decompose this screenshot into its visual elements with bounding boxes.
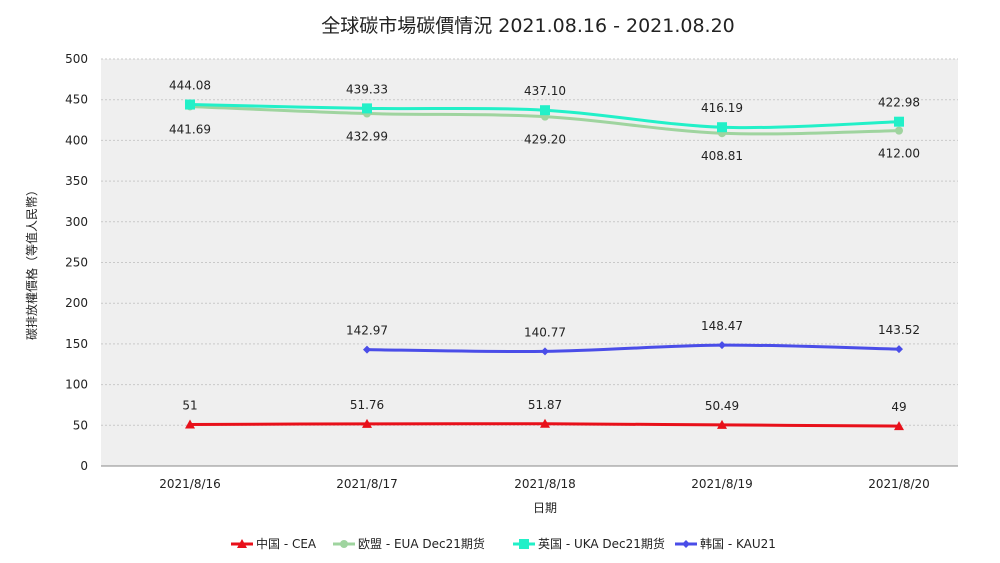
series-markers <box>185 99 904 431</box>
x-tick-label: 2021/8/20 <box>868 477 930 491</box>
y-tick-label: 400 <box>65 133 88 147</box>
legend-marker <box>519 539 529 549</box>
data-label: 49 <box>891 400 906 414</box>
data-label: 51.87 <box>528 398 562 412</box>
x-tick-label: 2021/8/17 <box>336 477 398 491</box>
data-point <box>895 126 903 135</box>
data-label: 437.10 <box>524 84 566 98</box>
data-label: 143.52 <box>878 323 920 337</box>
legend-label: 欧盟 - EUA Dec21期货 <box>358 536 485 551</box>
x-axis: 2021/8/16 2021/8/17 2021/8/18 2021/8/19 2021… <box>101 465 958 491</box>
data-point <box>541 347 549 356</box>
data-label: 439.33 <box>346 82 388 96</box>
x-axis-title: 日期 <box>533 501 557 515</box>
x-tick-label: 2021/8/16 <box>159 477 221 491</box>
legend-label: 中国 - CEA <box>256 536 317 551</box>
chart-title: 全球碳市場碳價情況 2021.08.16 - 2021.08.20 <box>321 15 735 37</box>
data-point <box>894 421 904 431</box>
data-point <box>540 418 550 428</box>
data-point <box>362 103 372 114</box>
y-tick-label: 0 <box>80 459 88 473</box>
data-label: 429.20 <box>524 133 566 147</box>
data-label: 412.00 <box>878 147 920 161</box>
data-point <box>895 345 903 354</box>
y-axis: 0 50 100 150 200 250 300 350 400 450 500 <box>65 52 88 473</box>
data-point <box>185 99 195 110</box>
y-tick-label: 500 <box>65 52 88 66</box>
data-point <box>717 419 727 429</box>
legend: 中国 - CEA 欧盟 - EUA Dec21期货 英国 - UKA Dec21期货… <box>231 536 776 551</box>
data-point <box>185 419 195 429</box>
data-label: 416.19 <box>701 101 743 115</box>
data-label: 432.99 <box>346 130 388 144</box>
data-label: 422.98 <box>878 96 920 110</box>
series-line <box>366 343 900 354</box>
data-point <box>718 341 726 350</box>
grid-lines <box>101 58 958 426</box>
data-point <box>894 116 904 127</box>
y-tick-label: 50 <box>73 418 88 432</box>
data-labels: 51 51.76 51.87 50.49 49 441.69 432.99 429.20 408… <box>169 79 920 415</box>
data-point <box>717 122 727 133</box>
data-point <box>363 345 371 354</box>
y-tick-label: 450 <box>65 93 88 107</box>
data-point <box>362 418 372 428</box>
data-label: 444.08 <box>169 79 211 93</box>
y-tick-label: 250 <box>65 256 88 270</box>
x-tick-label: 2021/8/18 <box>514 477 576 491</box>
y-axis-title: 碳排放權價格（等值人民幣） <box>24 184 39 340</box>
y-tick-label: 200 <box>65 296 88 310</box>
data-label: 142.97 <box>346 324 388 338</box>
data-label: 408.81 <box>701 149 743 163</box>
x-tick-label: 2021/8/19 <box>691 477 753 491</box>
legend-marker <box>340 540 348 548</box>
data-label: 148.47 <box>701 319 743 333</box>
y-tick-label: 150 <box>65 337 88 351</box>
legend-marker <box>682 540 690 548</box>
data-label: 51.76 <box>350 398 384 412</box>
legend-label: 韩国 - KAU21 <box>700 536 776 551</box>
data-label: 140.77 <box>524 325 566 339</box>
data-label: 51 <box>182 398 197 412</box>
y-tick-label: 350 <box>65 174 88 188</box>
data-label: 441.69 <box>169 122 211 136</box>
data-point <box>540 105 550 116</box>
data-label: 50.49 <box>705 399 739 413</box>
y-tick-label: 300 <box>65 215 88 229</box>
legend-label: 英国 - UKA Dec21期货 <box>538 536 665 551</box>
legend-marker <box>237 539 247 548</box>
y-tick-label: 100 <box>65 378 88 392</box>
